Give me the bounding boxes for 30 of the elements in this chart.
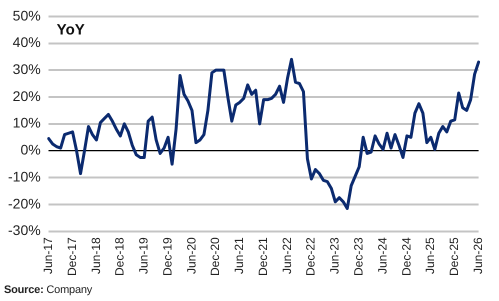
x-tick-label: Dec-19	[160, 236, 174, 276]
y-tick-label: -10%	[8, 168, 41, 184]
x-tick-label: Jun-25	[423, 237, 438, 274]
y-tick-label: 0%	[20, 142, 41, 158]
y-tick-label: 40%	[12, 34, 41, 50]
x-tick-label: Dec-23	[351, 236, 366, 276]
x-tick-label: Jun-18	[88, 237, 103, 274]
y-tick-label: 10%	[12, 114, 41, 131]
x-tick-label: Dec-21	[256, 236, 270, 276]
x-tick-label: Jun-26	[470, 237, 485, 274]
x-tick-label: Dec-24	[399, 236, 414, 276]
y-tick-label: 50%	[12, 7, 41, 24]
x-tick-label: Dec-18	[112, 236, 127, 276]
x-tick-label: Jun-20	[184, 237, 198, 274]
x-tick-label: Jun-22	[280, 237, 294, 274]
x-tick-label: Jun-21	[232, 237, 246, 274]
x-tick-label: Jun-24	[375, 237, 390, 274]
y-tick-label: -20%	[8, 195, 41, 212]
y-tick-label: 30%	[12, 60, 41, 77]
chart-title: YoY	[56, 22, 85, 39]
y-tick-label: 20%	[12, 88, 41, 104]
x-tick-label: Jun-23	[328, 237, 342, 274]
x-tick-label: Dec-22	[304, 236, 318, 276]
source-note: Source: Company	[4, 284, 92, 296]
y-tick-label: -30%	[8, 222, 41, 238]
x-tick-label: Dec-20	[208, 236, 222, 276]
x-tick-label: Jun-17	[40, 237, 55, 274]
x-tick-label: Jun-19	[136, 237, 151, 274]
x-tick-label: Dec-17	[64, 236, 79, 276]
x-tick-label: Dec-25	[447, 236, 462, 276]
